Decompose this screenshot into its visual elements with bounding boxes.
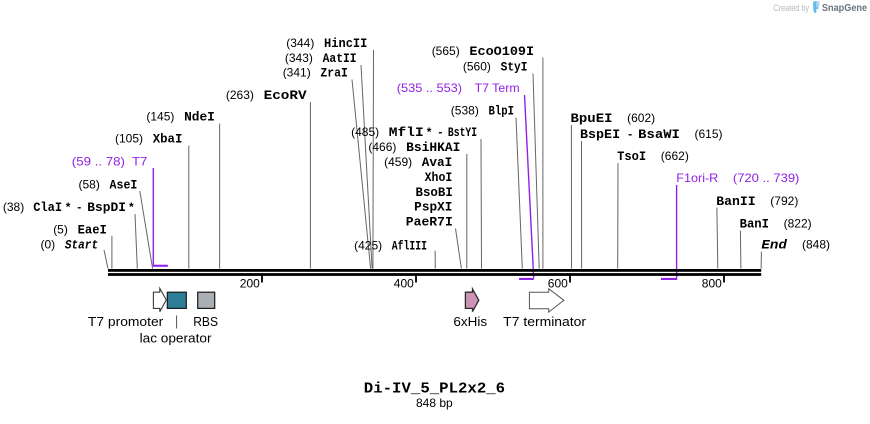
svg-text:EaeI: EaeI [78, 224, 107, 238]
svg-text:PaeR7I: PaeR7I [406, 215, 453, 229]
svg-text:T7: T7 [132, 155, 148, 169]
svg-text:(565): (565) [432, 44, 460, 58]
svg-text:(341): (341) [283, 66, 311, 80]
svg-text:(38): (38) [3, 200, 24, 214]
svg-text:*: * [66, 200, 71, 214]
svg-text:BlpI: BlpI [489, 105, 515, 119]
svg-text:(58): (58) [79, 178, 100, 192]
svg-text:(792): (792) [770, 194, 798, 208]
svg-text:Created by: Created by [773, 3, 809, 14]
svg-text:-: - [438, 125, 442, 139]
svg-text:-: - [77, 200, 81, 214]
svg-text:AvaI: AvaI [422, 156, 453, 170]
svg-text:BsoBI: BsoBI [416, 186, 453, 200]
svg-text:XbaI: XbaI [153, 133, 183, 147]
svg-text:BsiHKAI: BsiHKAI [406, 141, 460, 155]
svg-text:BanII: BanII [716, 195, 755, 209]
svg-text:(848): (848) [802, 238, 830, 252]
svg-text:PspXI: PspXI [414, 201, 452, 215]
svg-text:800: 800 [702, 276, 722, 290]
svg-text:200: 200 [240, 276, 260, 290]
svg-text:Di-IV_5_PL2x2_6: Di-IV_5_PL2x2_6 [364, 380, 505, 397]
svg-text:T7 terminator: T7 terminator [503, 314, 587, 329]
svg-text:AatII: AatII [323, 52, 357, 66]
svg-text:(0): (0) [41, 237, 56, 251]
svg-text:BspDI: BspDI [87, 201, 126, 215]
svg-text:(466): (466) [368, 140, 396, 154]
svg-text:T7 promoter: T7 promoter [88, 314, 164, 329]
svg-text:(485): (485) [351, 125, 379, 139]
svg-text:EcoRV: EcoRV [264, 89, 308, 103]
svg-text:MflI: MflI [389, 126, 424, 140]
svg-text:BsaWI: BsaWI [638, 128, 680, 142]
svg-text:(822): (822) [784, 217, 812, 231]
svg-text:End: End [761, 239, 787, 253]
svg-text:*: * [427, 125, 432, 139]
svg-text:Start: Start [65, 238, 98, 252]
svg-text:F1ori-R: F1ori-R [676, 171, 718, 185]
svg-text:BanI: BanI [740, 218, 769, 232]
svg-text:*: * [129, 200, 134, 214]
svg-text:(560): (560) [463, 60, 491, 74]
svg-text:(263): (263) [226, 88, 254, 102]
svg-text:(535 .. 553): (535 .. 553) [397, 81, 462, 95]
svg-text:(343): (343) [285, 51, 313, 65]
svg-text:NdeI: NdeI [184, 111, 215, 125]
svg-text:lac operator: lac operator [140, 331, 213, 346]
svg-text:BspEI: BspEI [580, 128, 620, 142]
svg-text:ClaI: ClaI [33, 201, 62, 215]
svg-text:(59 .. 78): (59 .. 78) [72, 155, 125, 169]
svg-text:T7 Term: T7 Term [475, 81, 520, 95]
svg-text:(105): (105) [115, 132, 143, 146]
svg-text:6xHis: 6xHis [453, 314, 487, 329]
svg-text:HincII: HincII [324, 37, 367, 51]
svg-text:(459): (459) [384, 155, 412, 169]
svg-text:XhoI: XhoI [425, 171, 453, 185]
svg-text:RBS: RBS [193, 314, 218, 329]
svg-text:(662): (662) [661, 149, 689, 163]
svg-text:StyI: StyI [501, 61, 528, 75]
svg-text:(538): (538) [451, 104, 479, 118]
svg-text:848 bp: 848 bp [416, 396, 453, 410]
svg-text:600: 600 [548, 276, 568, 290]
svg-text:BstYI: BstYI [448, 126, 477, 140]
svg-text:(344): (344) [286, 36, 314, 50]
svg-text:TsoI: TsoI [617, 150, 646, 164]
svg-text:(5): (5) [53, 223, 68, 237]
svg-text:ZraI: ZraI [320, 67, 348, 81]
svg-text:BpuEI: BpuEI [571, 112, 613, 126]
svg-text:(145): (145) [146, 110, 174, 124]
svg-text:AseI: AseI [110, 179, 138, 193]
svg-text:400: 400 [394, 276, 414, 290]
svg-text:-: - [628, 127, 632, 141]
svg-text:EcoO109I: EcoO109I [469, 45, 534, 59]
svg-text:AflIII: AflIII [392, 239, 427, 253]
svg-text:(425): (425) [354, 238, 382, 252]
svg-text:SnapGene: SnapGene [822, 3, 868, 14]
svg-text:(615): (615) [695, 127, 723, 141]
svg-text:(602): (602) [627, 111, 655, 125]
svg-text:(720 .. 739): (720 .. 739) [733, 171, 800, 185]
